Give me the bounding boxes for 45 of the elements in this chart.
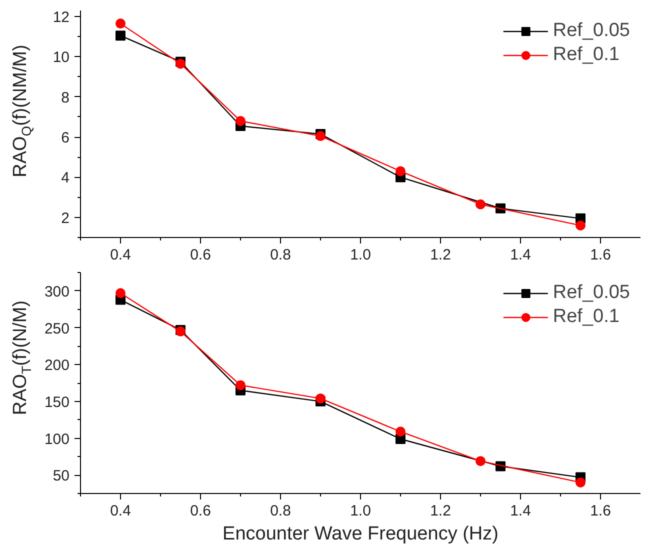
legend-label: Ref_0.05 [552, 20, 630, 42]
x-axis-title: Encounter Wave Frequency (Hz) [222, 524, 498, 544]
x-tick-label: 0.6 [190, 502, 211, 520]
point [116, 18, 126, 29]
x-tick-label: 0.8 [270, 502, 291, 520]
y-tick-label: 4 [61, 170, 70, 187]
point [236, 380, 246, 390]
x-tick-label: 1.4 [510, 246, 531, 264]
y-tick-label: 50 [52, 468, 70, 485]
x-tick-label: 1.2 [430, 502, 451, 520]
point [396, 166, 406, 176]
x-tick-label: 0.4 [110, 502, 131, 520]
x-tick-label: 0.8 [270, 246, 291, 264]
point [396, 426, 406, 437]
x-tick-label: 1.0 [350, 502, 371, 520]
point [316, 393, 326, 404]
x-tick-label: 1.4 [510, 502, 531, 520]
y-tick-label: 100 [44, 430, 70, 448]
y-tick-label: 12 [52, 9, 70, 26]
y-tick-label: 200 [44, 357, 70, 374]
y-axis-title: RAOQ(f)(NM/M) [10, 44, 34, 178]
y-tick-label: 2 [61, 210, 70, 227]
x-tick-label: 1.6 [590, 246, 611, 264]
y-tick-label: 8 [61, 89, 70, 106]
x-tick-label: 0.6 [190, 246, 211, 264]
legend-label: Ref_0.05 [552, 282, 630, 304]
legend-label: Ref_0.1 [552, 44, 620, 66]
point [476, 199, 486, 210]
point [236, 116, 246, 126]
y-tick-label: 6 [61, 130, 70, 147]
y-tick-label: 150 [44, 394, 70, 411]
y-tick-label: 250 [44, 320, 70, 338]
point [576, 477, 586, 488]
x-tick-label: 1.2 [430, 246, 451, 264]
y-tick-label: 10 [52, 49, 70, 66]
point [116, 30, 126, 41]
x-tick-label: 0.4 [110, 246, 131, 264]
x-tick-label: 1.6 [590, 502, 611, 520]
point [116, 288, 126, 298]
point [476, 456, 486, 466]
point [576, 220, 586, 230]
legend-label: Ref_0.1 [552, 306, 620, 328]
x-tick-label: 1.0 [350, 246, 371, 264]
y-tick-label: 300 [44, 283, 70, 300]
y-axis-title: RAOT(f)(N/M) [10, 300, 34, 416]
